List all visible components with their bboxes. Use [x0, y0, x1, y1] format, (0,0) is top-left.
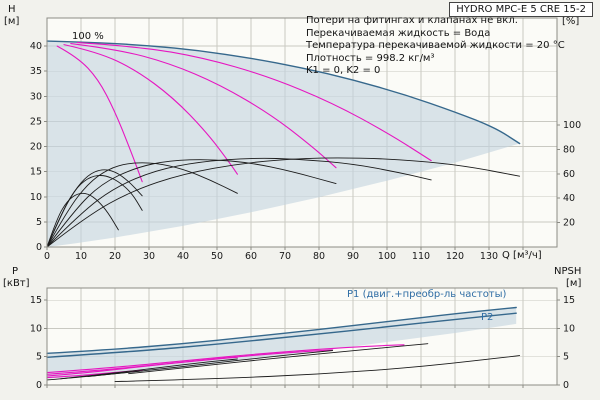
series-speed-curve-2-pumps [63, 44, 238, 175]
h-axis-title: H [8, 4, 16, 15]
series-p-speed-curve-3 [46, 349, 334, 375]
conditions-line: K1 = 0, K2 = 0 [306, 65, 381, 77]
y-tick-label: 15 [30, 167, 42, 178]
p2-curve-label: P2 [481, 312, 494, 323]
y-tick-label: 0 [563, 380, 569, 391]
y-tick-label: 60 [563, 169, 575, 180]
y-tick-label: 0 [36, 242, 42, 253]
y-tick-label: 100 [563, 120, 581, 131]
y-tick-label: 20 [563, 218, 575, 229]
conditions-line: Плотность = 998.2 кг/м³ [306, 52, 435, 64]
x-tick-label: 60 [245, 251, 257, 262]
y-tick-label: 35 [30, 66, 42, 77]
conditions-line: Перекачиваемая жидкость = Вода [306, 27, 491, 39]
y-tick-label: 10 [30, 192, 42, 203]
conditions-line: Потери на фитингах и клапанах не вкл. [306, 15, 518, 26]
y-tick-label: 30 [30, 91, 42, 102]
y-tick-label: 10 [30, 323, 42, 334]
y-tick-label: 40 [563, 193, 575, 204]
x-tick-label: 120 [446, 251, 464, 262]
conditions-text: Потери на фитингах и клапанах не вкл. Пе… [306, 15, 565, 78]
y-tick-label: 10 [563, 323, 575, 334]
series-eta-curve-4-pumps [46, 157, 432, 248]
y-tick-label: 20 [30, 142, 42, 153]
q-axis-title: Q [м³/ч] [502, 250, 542, 261]
series-p1-curve [46, 306, 517, 354]
y-tick-label: 80 [563, 144, 575, 155]
power-chart: 0 5 10 15 0 5 10 15 [30, 287, 575, 391]
y-tick-label: 5 [563, 352, 569, 363]
y-tick-label: 0 [36, 380, 42, 391]
series-npsh-curve [114, 355, 521, 383]
series-max-speed-curve [46, 40, 521, 145]
p1-curve-label: P1 (двиг.+преобр-ль частоты) [347, 289, 507, 300]
conditions-line: Температура перекачиваемой жидкости = 20… [306, 40, 565, 52]
x-tick-label: 110 [412, 251, 430, 262]
series-p2-curve [46, 312, 517, 358]
head-chart: 0 10 20 30 40 50 60 70 80 90 100 110 120 130 0 5 10 15 20 2… [30, 17, 581, 262]
x-tick-label: 0 [44, 251, 50, 262]
series-eta-curve-5-pumps [46, 157, 521, 248]
npsh-axis-unit: [м] [566, 278, 582, 289]
series-speed-curve-3-pumps [70, 43, 337, 169]
x-tick-label: 90 [347, 251, 359, 262]
series-eta-curve-3-pumps [46, 159, 337, 248]
x-tick-label: 80 [313, 251, 325, 262]
x-tick-label: 40 [177, 251, 189, 262]
x-tick-label: 20 [109, 251, 121, 262]
y-tick-label: 5 [36, 217, 42, 228]
chart-title: HYDRO MPC-E 5 CRE 15-2 [449, 2, 593, 17]
head-frame [46, 17, 558, 248]
y-tick-label: 15 [30, 295, 42, 306]
y-tick-label: 5 [36, 352, 42, 363]
h-axis-unit: [м] [4, 16, 20, 27]
eta-axis-unit: [%] [562, 16, 580, 27]
x-tick-label: 10 [75, 251, 87, 262]
series-p-fixed-4-pumps [128, 343, 429, 375]
x-tick-label: 70 [279, 251, 291, 262]
y-tick-label: 15 [563, 295, 575, 306]
series-p-fixed-2-pumps [60, 358, 238, 380]
series-speed-curve-1-pump [56, 45, 143, 183]
series-p-fixed-3-pumps [87, 350, 334, 377]
series-eta-curve-2-pumps [46, 162, 238, 248]
npsh-axis-title: NPSH [554, 266, 582, 277]
x-tick-label: 130 [480, 251, 498, 262]
x-tick-label: 100 [378, 251, 396, 262]
speed-100-label: 100 % [72, 31, 104, 42]
power-frame [46, 287, 558, 386]
p-axis-unit: [кВт] [3, 278, 30, 289]
series-eta-curve-1-pump [46, 169, 143, 248]
p-axis-title: P [12, 266, 19, 277]
y-tick-label: 40 [30, 41, 42, 52]
x-tick-label: 50 [211, 251, 223, 262]
y-tick-label: 25 [30, 117, 42, 128]
x-tick-label: 30 [143, 251, 155, 262]
series-p-speed-curve-4 [46, 344, 405, 374]
series-speed-curve-4-pumps [77, 42, 432, 162]
